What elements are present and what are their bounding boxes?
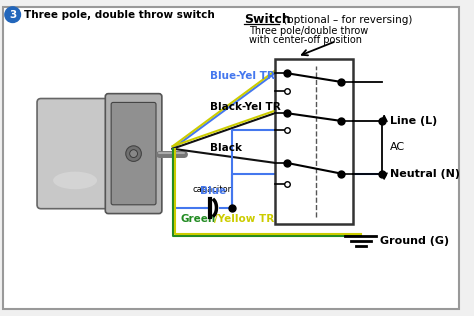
Text: Black-Yel TR: Black-Yel TR bbox=[210, 102, 281, 112]
Text: AC: AC bbox=[390, 142, 405, 152]
Text: 3: 3 bbox=[9, 10, 16, 20]
Text: Black: Black bbox=[210, 143, 242, 153]
Text: Line (L): Line (L) bbox=[390, 116, 437, 126]
FancyBboxPatch shape bbox=[37, 99, 147, 209]
Text: (optional – for reversing): (optional – for reversing) bbox=[280, 15, 412, 25]
Text: Ground (G): Ground (G) bbox=[380, 236, 449, 246]
Bar bbox=[275, 58, 353, 224]
Text: with center-off position: with center-off position bbox=[249, 35, 362, 45]
Text: Neutral (N): Neutral (N) bbox=[390, 169, 460, 179]
FancyBboxPatch shape bbox=[105, 94, 162, 214]
Text: Green: Green bbox=[181, 215, 216, 224]
Text: Blue: Blue bbox=[200, 186, 226, 196]
Text: /Yellow TR: /Yellow TR bbox=[213, 215, 274, 224]
Ellipse shape bbox=[53, 172, 97, 189]
FancyBboxPatch shape bbox=[111, 102, 156, 205]
Text: Switch: Switch bbox=[244, 13, 291, 26]
Text: Blue-Yel TR: Blue-Yel TR bbox=[210, 71, 274, 81]
Circle shape bbox=[5, 7, 20, 22]
Circle shape bbox=[126, 146, 141, 161]
Text: Three pole, double throw switch: Three pole, double throw switch bbox=[24, 10, 215, 20]
Text: Three pole/double throw: Three pole/double throw bbox=[249, 26, 368, 36]
Circle shape bbox=[130, 150, 137, 157]
Text: capacitor: capacitor bbox=[192, 185, 231, 194]
